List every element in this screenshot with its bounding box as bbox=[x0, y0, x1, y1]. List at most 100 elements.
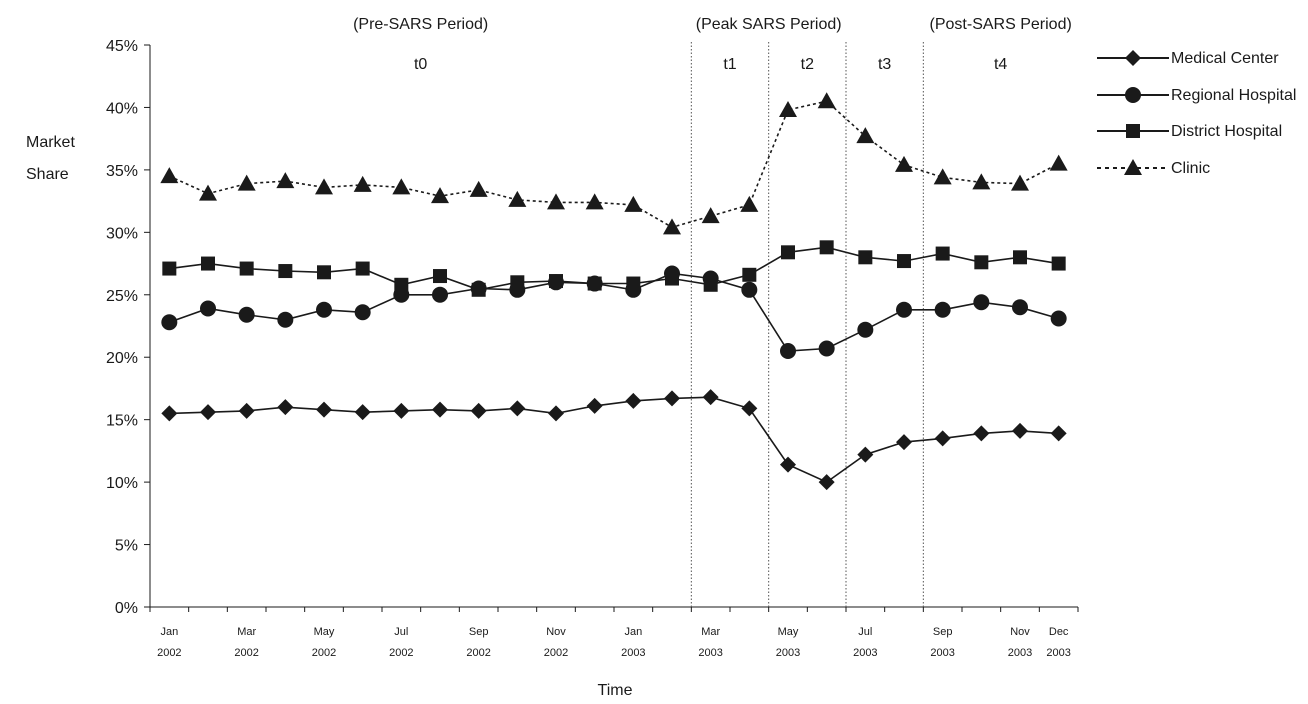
data-point-triangle bbox=[779, 100, 797, 117]
data-point-triangle bbox=[1049, 154, 1068, 171]
data-point-square bbox=[1051, 256, 1066, 271]
data-point-square bbox=[781, 245, 795, 260]
data-point-triangle bbox=[701, 207, 720, 224]
x-tick-label: Nov bbox=[1010, 626, 1030, 638]
data-point-square bbox=[665, 271, 679, 286]
data-point-triangle bbox=[663, 218, 681, 235]
x-tick-label: May bbox=[778, 626, 799, 638]
period-label: (Peak SARS Period) bbox=[696, 16, 842, 33]
x-tick-label: 2003 bbox=[698, 647, 722, 659]
data-point-circle bbox=[818, 340, 835, 357]
x-tick-label: 2002 bbox=[544, 647, 568, 659]
period-label: (Pre-SARS Period) bbox=[353, 16, 488, 33]
x-tick-label: Jul bbox=[394, 626, 408, 638]
data-point-square bbox=[394, 277, 409, 292]
data-point-diamond bbox=[432, 401, 448, 418]
data-point-square bbox=[1013, 250, 1027, 265]
x-tick-label: 2002 bbox=[312, 647, 336, 659]
data-point-circle bbox=[354, 304, 371, 321]
y-tick-label: 25% bbox=[106, 288, 138, 305]
x-tick-label: Mar bbox=[237, 626, 256, 638]
data-point-square bbox=[703, 277, 718, 292]
x-tick-label: May bbox=[314, 626, 335, 638]
data-point-square bbox=[433, 269, 447, 284]
data-point-triangle bbox=[160, 167, 179, 184]
data-point-triangle bbox=[740, 195, 759, 212]
data-point-diamond bbox=[818, 474, 835, 491]
data-point-circle bbox=[1012, 299, 1028, 316]
series-line bbox=[169, 272, 1059, 352]
x-tick-label: 2003 bbox=[1046, 647, 1070, 659]
legend-marker-square bbox=[1097, 124, 1169, 138]
data-point-circle bbox=[857, 321, 874, 338]
data-point-triangle bbox=[199, 184, 217, 201]
series-line bbox=[169, 396, 1059, 484]
data-point-triangle bbox=[817, 92, 836, 109]
data-point-circle bbox=[238, 306, 255, 323]
data-point-square bbox=[278, 264, 293, 279]
legend-marker-circle bbox=[1097, 86, 1169, 103]
x-tick-label: 2002 bbox=[389, 647, 413, 659]
y-tick-label: 0% bbox=[115, 600, 138, 617]
data-point-triangle bbox=[237, 174, 256, 191]
y-tick-label: 20% bbox=[106, 350, 138, 367]
data-point-diamond bbox=[702, 389, 719, 406]
data-point-diamond bbox=[548, 405, 564, 422]
data-point-diamond bbox=[200, 404, 216, 421]
period-label: (Post-SARS Period) bbox=[930, 16, 1072, 33]
data-point-diamond bbox=[625, 392, 642, 409]
data-point-square bbox=[974, 255, 989, 270]
x-tick-label: Jan bbox=[160, 626, 178, 638]
data-point-square bbox=[510, 275, 525, 290]
data-point-square bbox=[897, 254, 911, 269]
phase-label: t4 bbox=[994, 56, 1007, 73]
data-point-square bbox=[549, 274, 563, 289]
data-point-diamond bbox=[1050, 425, 1067, 442]
data-point-diamond bbox=[934, 430, 951, 447]
data-point-square bbox=[201, 256, 215, 271]
legend-label: Regional Hospital bbox=[1171, 86, 1297, 104]
x-tick-label: 2003 bbox=[853, 647, 877, 659]
x-tick-label: 2003 bbox=[776, 647, 800, 659]
x-tick-label: 2002 bbox=[234, 647, 258, 659]
x-tick-label: 2002 bbox=[157, 647, 181, 659]
data-point-circle bbox=[316, 301, 332, 318]
data-point-square bbox=[162, 261, 177, 276]
x-tick-label: 2003 bbox=[930, 647, 954, 659]
data-point-circle bbox=[741, 281, 758, 298]
data-point-triangle bbox=[392, 178, 411, 195]
y-tick-label: 15% bbox=[106, 413, 138, 430]
data-point-diamond bbox=[741, 400, 758, 417]
data-point-square bbox=[935, 246, 950, 261]
x-tick-label: Jan bbox=[624, 626, 642, 638]
data-point-square bbox=[819, 240, 834, 255]
data-point-triangle bbox=[508, 190, 527, 207]
data-point-square bbox=[858, 250, 873, 265]
y-tick-label: 45% bbox=[106, 38, 138, 55]
data-point-triangle bbox=[585, 193, 604, 210]
legend-label: District Hospital bbox=[1171, 123, 1283, 140]
data-point-square bbox=[587, 276, 602, 291]
x-tick-label: Mar bbox=[701, 626, 720, 638]
data-point-triangle bbox=[856, 127, 875, 144]
phase-label: t3 bbox=[878, 56, 891, 73]
phase-label: t0 bbox=[414, 56, 427, 73]
phase-label: t2 bbox=[801, 56, 814, 73]
series-line bbox=[168, 100, 1060, 229]
x-tick-label: Jul bbox=[858, 626, 872, 638]
data-point-diamond bbox=[1012, 422, 1028, 439]
data-point-diamond bbox=[354, 404, 371, 421]
data-point-diamond bbox=[509, 400, 526, 417]
data-point-circle bbox=[200, 300, 216, 317]
x-tick-label: Sep bbox=[933, 626, 953, 638]
data-point-square bbox=[239, 261, 254, 276]
data-point-triangle bbox=[469, 180, 488, 197]
data-point-circle bbox=[277, 311, 294, 328]
data-point-circle bbox=[896, 301, 912, 318]
data-point-diamond bbox=[586, 397, 603, 414]
data-point-triangle bbox=[547, 193, 565, 210]
data-point-diamond bbox=[161, 405, 178, 422]
data-point-diamond bbox=[896, 434, 912, 451]
legend-marker-diamond bbox=[1097, 50, 1169, 66]
data-point-diamond bbox=[973, 425, 990, 442]
